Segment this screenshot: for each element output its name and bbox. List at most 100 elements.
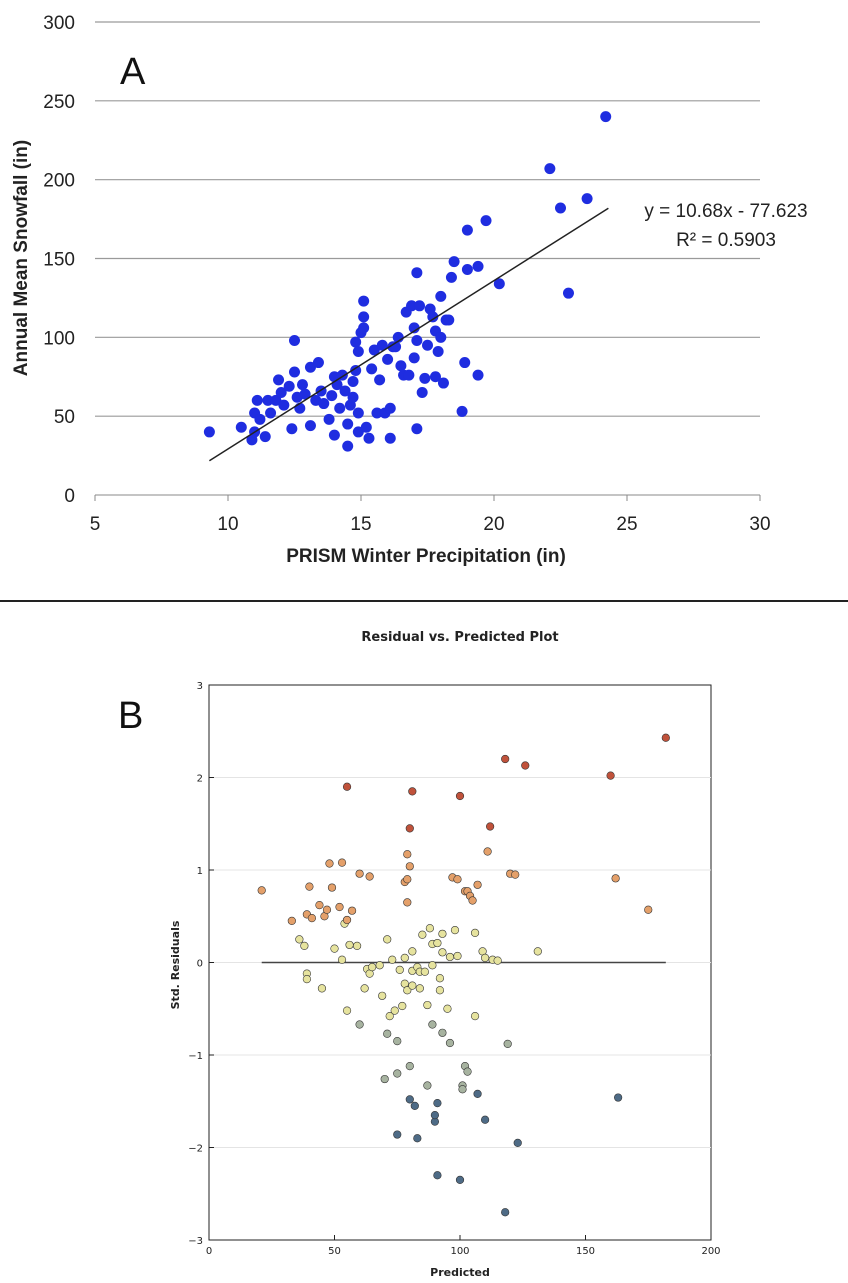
- b-y-axis-title: Std. Residuals: [169, 920, 182, 1009]
- b-data-point: [606, 771, 615, 780]
- a-data-point: [323, 413, 335, 425]
- a-data-point: [304, 361, 316, 373]
- a-data-point: [278, 399, 290, 411]
- b-y-tick-label: −1: [188, 1051, 203, 1062]
- a-data-point: [251, 394, 263, 406]
- b-data-point: [337, 858, 347, 867]
- a-data-point: [350, 364, 362, 376]
- b-data-point: [405, 1095, 414, 1104]
- a-data-point: [416, 387, 428, 399]
- b-data-point: [330, 944, 339, 953]
- b-data-point: [443, 1004, 452, 1013]
- b-data-point: [486, 822, 495, 831]
- b-data-point: [375, 961, 384, 970]
- a-equation-label: y = 10.68x - 77.623: [644, 201, 807, 222]
- a-data-point: [342, 440, 354, 452]
- b-data-point: [468, 896, 477, 905]
- b-data-point: [355, 1020, 364, 1029]
- a-gridlines: [95, 21, 760, 417]
- a-data-point: [328, 429, 340, 441]
- b-data-point: [438, 1028, 447, 1037]
- a-data-point: [472, 260, 484, 272]
- a-data-point: [384, 432, 396, 444]
- b-data-point: [300, 941, 309, 950]
- a-data-point: [448, 256, 460, 268]
- a-data-point: [312, 357, 324, 369]
- b-data-point: [393, 1037, 402, 1046]
- b-data-point: [483, 847, 492, 856]
- b-data-point: [307, 913, 317, 923]
- a-data-point: [408, 322, 420, 334]
- b-data-point: [470, 928, 480, 938]
- b-data-point: [435, 986, 445, 995]
- b-data-point: [445, 1038, 455, 1048]
- b-data-point: [433, 1098, 442, 1108]
- b-data-point: [614, 1093, 623, 1102]
- b-data-point: [393, 1130, 402, 1139]
- b-data-point: [337, 955, 347, 964]
- b-data-point: [455, 1175, 465, 1184]
- b-data-point: [347, 906, 357, 915]
- b-x-tick-label: 0: [206, 1246, 212, 1257]
- b-data-point: [433, 1171, 442, 1180]
- a-data-point: [443, 314, 455, 326]
- a-data-point: [371, 407, 383, 419]
- b-data-point: [428, 961, 437, 970]
- b-data-point: [342, 782, 352, 791]
- a-y-tick-label: 300: [43, 13, 75, 34]
- b-x-axis-title: Predicted: [430, 1266, 490, 1279]
- b-data-point: [445, 952, 455, 962]
- b-data-point: [302, 975, 311, 984]
- a-data-point: [352, 426, 364, 438]
- a-data-point: [283, 380, 295, 392]
- a-data-point: [352, 346, 364, 358]
- b-data-point: [513, 1138, 522, 1147]
- a-data-point: [422, 339, 433, 351]
- a-x-axis-title: PRISM Winter Precipitation (in): [286, 546, 566, 567]
- a-data-point: [432, 346, 444, 358]
- b-y-tick-label: 2: [197, 774, 203, 785]
- b-data-point: [438, 948, 447, 957]
- a-data-point: [411, 267, 423, 279]
- a-data-point: [360, 421, 372, 433]
- a-data-point: [347, 375, 359, 387]
- a-data-point: [435, 331, 447, 343]
- b-data-point: [420, 967, 429, 976]
- b-data-point: [408, 981, 417, 990]
- a-data-point: [437, 377, 449, 389]
- a-data-point: [358, 311, 370, 323]
- b-x-tick-label: 100: [450, 1246, 469, 1257]
- b-y-tick-label: 3: [197, 681, 203, 692]
- a-data-point: [374, 374, 386, 386]
- b-data-point: [511, 870, 520, 879]
- b-data-point: [380, 1074, 389, 1084]
- b-data-point: [430, 1111, 440, 1120]
- b-y-tick-label: 0: [197, 959, 203, 970]
- a-data-point: [384, 402, 396, 414]
- a-data-point: [326, 390, 338, 402]
- a-data-point: [289, 366, 300, 378]
- a-data-point: [265, 407, 277, 419]
- b-data-point: [383, 935, 392, 944]
- a-data-point: [419, 372, 431, 384]
- a-trendline: [208, 207, 609, 462]
- b-data-point: [295, 935, 304, 944]
- b-data-point: [390, 1006, 399, 1015]
- a-data-point: [342, 418, 354, 430]
- b-data-point: [322, 905, 332, 914]
- b-data-point: [521, 761, 530, 770]
- b-data-point: [388, 955, 397, 964]
- a-data-point: [435, 290, 447, 302]
- a-data-point: [275, 387, 287, 399]
- a-data-point: [318, 398, 330, 410]
- a-data-point: [363, 432, 375, 444]
- b-data-point: [428, 1020, 437, 1029]
- a-data-point: [286, 423, 298, 435]
- b-data-point: [463, 1067, 472, 1076]
- b-data-point: [481, 953, 490, 962]
- b-points: [257, 733, 670, 1217]
- scatter-chart-a: 5 10 15 20 25 30 0 50 100 150 200 250 300 A y = 10.…: [11, 13, 808, 567]
- a-data-point: [350, 336, 362, 348]
- a-data-point: [235, 421, 247, 433]
- a-x-tick-label: 5: [90, 514, 101, 535]
